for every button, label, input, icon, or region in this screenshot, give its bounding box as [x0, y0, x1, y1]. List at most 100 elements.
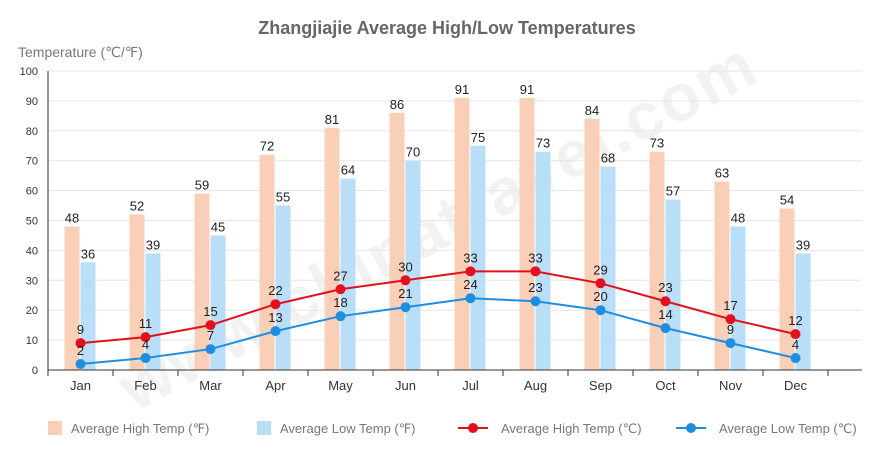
x-tick-label: May: [328, 378, 353, 393]
y-tick-label: 30: [26, 275, 38, 287]
y-tick-label: 100: [20, 66, 38, 78]
bar-average-high-temp: [584, 118, 600, 370]
data-label-average-low-temp: 48: [731, 210, 745, 225]
data-label-average-low-temp: 23: [528, 280, 542, 295]
y-axis-label: Temperature (℃/℉): [18, 44, 143, 60]
line-average-high-temp: [80, 270, 796, 345]
x-tick-label: Jun: [395, 378, 416, 393]
y-tick-label: 10: [26, 335, 38, 347]
data-label-average-high-temp: 73: [650, 136, 664, 151]
data-label-average-high-temp: 11: [139, 316, 153, 331]
data-label-average-low-temp: 4: [792, 337, 799, 352]
point-average-low-temp: [530, 296, 541, 307]
data-label-average-low-temp: 36: [81, 246, 95, 261]
data-label-average-low-temp: 20: [593, 289, 607, 304]
data-label-average-high-temp: 91: [455, 82, 469, 97]
line-average-low-temp: [80, 297, 796, 366]
point-average-high-temp: [595, 278, 606, 289]
data-label-average-high-temp: 72: [260, 139, 274, 154]
point-average-high-temp: [725, 314, 736, 325]
bar-average-low-temp: [340, 178, 356, 370]
point-average-high-temp: [400, 275, 411, 286]
data-label-average-high-temp: 63: [715, 166, 729, 181]
data-label-average-high-temp: 54: [780, 193, 794, 208]
data-label-average-high-temp: 29: [593, 262, 607, 277]
legend-swatch-average-high-temp: [48, 421, 62, 435]
chart-title: Zhangjiajie Average High/Low Temperature…: [258, 18, 635, 38]
point-average-high-temp: [790, 329, 801, 340]
bar-average-high-temp: [259, 154, 275, 370]
x-tick-label: Apr: [265, 378, 286, 393]
point-average-high-temp: [465, 266, 476, 277]
y-tick-label: 90: [26, 96, 38, 108]
bar-average-high-temp: [129, 214, 145, 370]
bar-average-high-temp: [454, 97, 470, 370]
legend-label-average-low-temp: Average Low Temp (℉): [280, 421, 415, 436]
point-average-low-temp: [660, 323, 671, 334]
data-label-average-low-temp: 24: [463, 277, 477, 292]
point-average-low-temp: [205, 344, 216, 355]
data-label-average-low-temp: 7: [207, 328, 214, 343]
x-tick-label: Nov: [719, 378, 743, 393]
point-average-low-temp: [595, 305, 606, 316]
bar-average-high-temp: [714, 181, 730, 370]
data-label-average-low-temp: 2: [77, 343, 84, 358]
data-label-average-low-temp: 45: [211, 219, 225, 234]
data-label-average-low-temp: 13: [268, 310, 282, 325]
data-label-average-low-temp: 73: [536, 136, 550, 151]
x-tick-label: Jul: [462, 378, 479, 393]
data-label-average-high-temp: 15: [203, 304, 217, 319]
point-average-low-temp: [270, 326, 281, 337]
data-label-average-high-temp: 12: [788, 313, 802, 328]
data-label-average-high-temp: 17: [723, 298, 737, 313]
point-average-high-temp: [530, 266, 541, 277]
bar-average-low-temp: [535, 151, 551, 370]
data-label-average-high-temp: 52: [130, 199, 144, 214]
data-label-average-high-temp: 22: [268, 283, 282, 298]
data-label-average-high-temp: 9: [77, 322, 84, 337]
bar-average-low-temp: [145, 253, 161, 370]
x-tick-label: Aug: [524, 378, 547, 393]
y-tick-label: 0: [32, 365, 38, 377]
y-tick-label: 80: [26, 126, 38, 138]
data-label-average-low-temp: 21: [398, 286, 412, 301]
data-label-average-high-temp: 48: [65, 210, 79, 225]
legend-marker-average-low-temp: [686, 423, 696, 433]
data-label-average-low-temp: 55: [276, 190, 290, 205]
point-average-high-temp: [205, 320, 216, 331]
data-label-average-high-temp: 86: [390, 97, 404, 112]
bar-average-low-temp: [730, 226, 746, 370]
y-tick-label: 40: [26, 245, 38, 257]
bar-average-low-temp: [795, 253, 811, 370]
x-tick-label: Feb: [134, 378, 156, 393]
y-tick-label: 70: [26, 156, 38, 168]
point-average-low-temp: [335, 311, 346, 322]
data-label-average-low-temp: 39: [796, 237, 810, 252]
bar-average-low-temp: [405, 160, 421, 370]
point-average-low-temp: [790, 353, 801, 364]
x-tick-label: Sep: [589, 378, 612, 393]
data-label-average-low-temp: 9: [727, 322, 734, 337]
bar-average-low-temp: [470, 145, 486, 370]
bar-average-high-temp: [649, 151, 665, 370]
x-tick-label: Oct: [655, 378, 676, 393]
point-average-high-temp: [75, 338, 86, 349]
data-label-average-low-temp: 70: [406, 145, 420, 160]
data-label-average-low-temp: 39: [146, 237, 160, 252]
data-label-average-high-temp: 84: [585, 103, 599, 118]
point-average-low-temp: [75, 359, 86, 370]
legend-swatch-average-low-temp: [257, 421, 271, 435]
data-label-average-low-temp: 14: [658, 307, 672, 322]
bar-average-high-temp: [194, 193, 210, 370]
data-label-average-high-temp: 23: [658, 280, 672, 295]
point-average-low-temp: [140, 353, 151, 364]
x-tick-label: Mar: [199, 378, 222, 393]
bar-average-high-temp: [324, 127, 340, 370]
x-tick-label: Dec: [784, 378, 808, 393]
point-average-high-temp: [335, 284, 346, 295]
point-average-high-temp: [140, 332, 151, 343]
legend-label-average-low-temp: Average Low Temp (℃): [719, 421, 857, 436]
data-label-average-high-temp: 91: [520, 82, 534, 97]
data-label-average-high-temp: 30: [398, 259, 412, 274]
